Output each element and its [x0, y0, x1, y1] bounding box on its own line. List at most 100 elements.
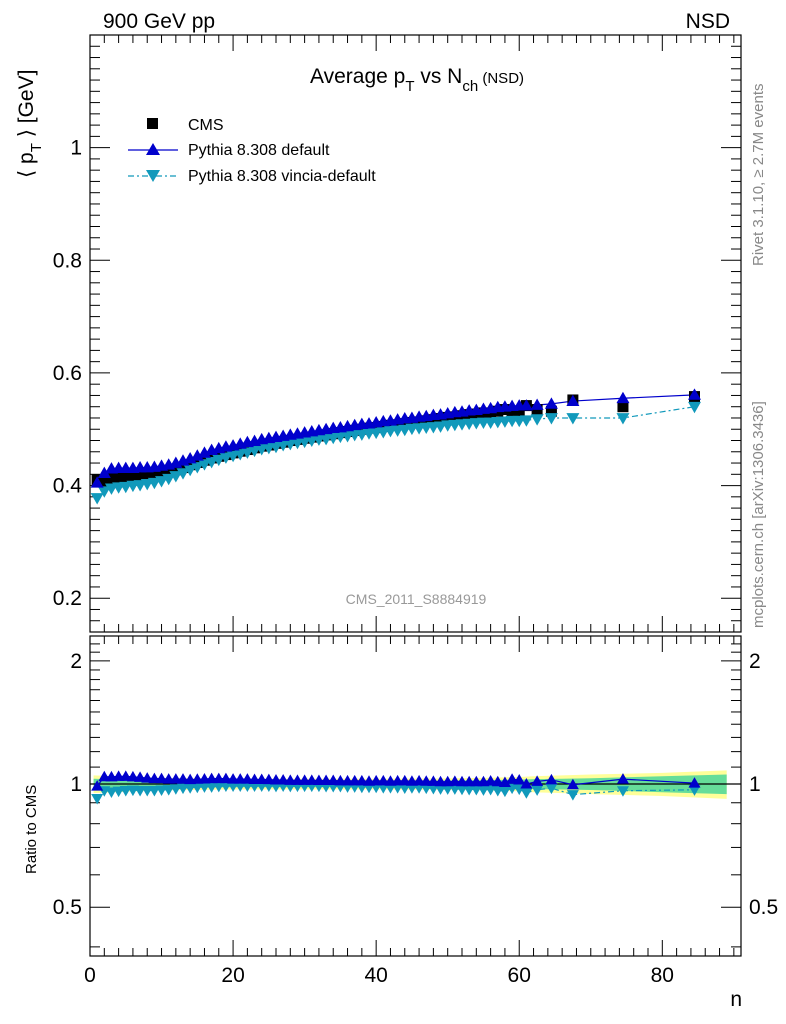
- data-point-pythia-8-308-vincia-default: [205, 457, 219, 469]
- data-point-pythia-8-308-default: [97, 466, 111, 479]
- ratio-point-pythia-8-308-vincia-default: [91, 793, 104, 805]
- y-tick-label: 0.8: [53, 249, 82, 272]
- ratio-point-pythia-8-308-vincia-default: [498, 786, 511, 798]
- analysis-watermark: CMS_2011_S8884919: [346, 591, 487, 607]
- ratio-point-pythia-8-308-vincia-default: [105, 787, 118, 799]
- data-point-pythia-8-308-vincia-default: [190, 462, 204, 474]
- rivet-info-text: Rivet 3.1.10, ≥ 2.7M events: [750, 84, 767, 267]
- data-point-pythia-8-308-vincia-default: [155, 476, 169, 488]
- data-point-pythia-8-308-vincia-default: [530, 414, 544, 426]
- y-tick-label: 0.4: [53, 475, 83, 498]
- data-point-cms: [177, 462, 189, 474]
- data-point-cms: [105, 472, 117, 484]
- data-point-cms: [485, 407, 497, 419]
- x-tick-label: 60: [508, 964, 531, 987]
- ratio-point-pythia-8-308-default: [513, 773, 526, 785]
- x-tick-label: 80: [651, 964, 674, 987]
- legend: CMS Pythia 8.308 default Pythia 8.308 vi…: [128, 117, 376, 185]
- x-tick-label: 40: [364, 964, 387, 987]
- y-axis-label: ⟨ pT ⟩ [GeV]: [15, 70, 45, 178]
- data-point-cms: [156, 467, 168, 479]
- x-tick-label: 0: [84, 964, 96, 987]
- ratio-point-pythia-8-308-vincia-default: [616, 786, 629, 797]
- data-point-cms: [120, 472, 132, 484]
- ratio-point-pythia-8-308-default: [688, 777, 701, 788]
- legend-label-cms: CMS: [188, 117, 224, 134]
- data-point-pythia-8-308-default: [688, 388, 701, 400]
- data-point-pythia-8-308-default: [90, 476, 104, 488]
- ratio-point-pythia-8-308-default: [531, 775, 544, 786]
- ratio-point-pythia-8-308-default: [498, 776, 511, 787]
- ratio-point-pythia-8-308-default: [484, 775, 497, 786]
- process-label: NSD: [686, 10, 730, 33]
- data-point-pythia-8-308-default: [616, 391, 630, 404]
- ratio-point-pythia-8-308-default: [520, 778, 533, 789]
- data-point-cms: [148, 468, 160, 480]
- ratio-point-pythia-8-308-default: [616, 773, 629, 784]
- main-panel-frame: [89, 34, 742, 633]
- ratio-point-pythia-8-308-vincia-default: [520, 788, 533, 799]
- y-tick-label: 0.6: [53, 362, 82, 385]
- plot-title: Average pT vs Nch (NSD): [310, 65, 524, 95]
- data-point-cms: [163, 465, 175, 477]
- data-point-cms: [370, 422, 382, 434]
- data-point-pythia-8-308-vincia-default: [162, 473, 176, 486]
- ratio-point-pythia-8-308-default: [134, 771, 147, 782]
- data-point-pythia-8-308-vincia-default: [90, 493, 104, 505]
- legend-marker-pythia-default: [146, 143, 160, 155]
- data-point-cms: [377, 420, 389, 432]
- data-point-pythia-8-308-vincia-default: [169, 471, 183, 483]
- energy-label: 900 GeV pp: [103, 10, 215, 33]
- data-point-pythia-8-308-vincia-default: [544, 413, 558, 425]
- data-point-pythia-8-308-vincia-default: [616, 413, 630, 425]
- x-axis-label: n: [730, 988, 742, 1011]
- data-point-pythia-8-308-default: [530, 398, 544, 410]
- data-point-pythia-8-308-vincia-default: [197, 459, 211, 471]
- ratio-point-pythia-8-308-default: [91, 780, 104, 791]
- data-point-pythia-8-308-default: [519, 399, 533, 411]
- data-point-cms: [399, 418, 411, 430]
- y-tick-label: 0.2: [53, 587, 82, 610]
- legend-item-cms: CMS: [147, 117, 224, 134]
- data-point-pythia-8-308-vincia-default: [688, 401, 701, 414]
- data-point-pythia-8-308-default: [544, 397, 558, 409]
- legend-label-pythia-default: Pythia 8.308 default: [188, 142, 330, 159]
- data-point-pythia-8-308-vincia-default: [566, 413, 580, 425]
- data-point-pythia-8-308-default: [566, 394, 580, 406]
- data-point-cms: [413, 416, 425, 428]
- data-point-cms: [141, 469, 153, 481]
- data-point-cms: [113, 472, 125, 484]
- ratio-series-group: [91, 770, 701, 805]
- data-point-cms: [184, 459, 196, 471]
- ratio-point-pythia-8-308-vincia-default: [545, 783, 558, 795]
- ratio-y-tick-label-right: 2: [749, 650, 761, 673]
- ratio-point-pythia-8-308-vincia-default: [531, 785, 544, 796]
- ratio-axis-ticks: 0.5 0.51 12 20 20 40 60 80: [53, 636, 778, 987]
- data-point-cms: [134, 471, 146, 483]
- data-point-pythia-8-308-vincia-default: [176, 468, 190, 480]
- ratio-y-axis-label: Ratio to CMS: [23, 785, 40, 874]
- ratio-y-tick-label: 1: [70, 773, 82, 796]
- main-panel: 0.2 0.4 0.6 0.8 1 Average pT vs Nch (NSD) ⟨ …: [15, 34, 742, 633]
- legend-item-pythia-vincia: Pythia 8.308 vincia-default: [128, 168, 376, 185]
- main-series-group: [90, 388, 701, 505]
- ratio-point-pythia-8-308-vincia-default: [566, 790, 579, 801]
- mcplots-reference-text: mcplots.cern.ch [arXiv:1306.3436]: [750, 401, 767, 628]
- data-point-cms: [98, 477, 110, 489]
- ratio-point-pythia-8-308-vincia-default: [162, 785, 175, 796]
- ratio-point-pythia-8-308-default: [491, 775, 504, 787]
- ratio-y-tick-label: 0.5: [53, 896, 82, 919]
- ratio-point-pythia-8-308-default: [545, 773, 558, 785]
- data-point-pythia-8-308-vincia-default: [212, 454, 226, 467]
- ratio-point-pythia-8-308-default: [566, 778, 579, 790]
- ratio-y-tick-label-right: 1: [749, 773, 761, 796]
- ratio-panel-frame: [89, 635, 742, 957]
- x-tick-label: 20: [221, 964, 244, 987]
- data-point-cms: [392, 419, 404, 431]
- data-point-cms: [513, 406, 525, 418]
- data-point-cms: [127, 472, 139, 484]
- data-point-cms: [617, 401, 629, 413]
- data-point-cms: [545, 405, 557, 417]
- ratio-y-tick-label-right: 0.5: [749, 896, 778, 919]
